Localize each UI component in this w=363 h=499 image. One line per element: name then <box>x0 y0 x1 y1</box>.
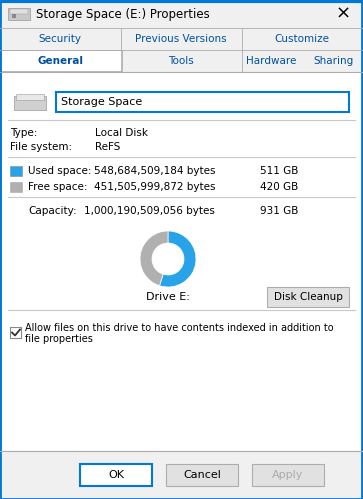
Text: Sharing: Sharing <box>313 56 353 66</box>
Bar <box>56 92 349 112</box>
Text: Customize: Customize <box>274 34 330 44</box>
Text: Security: Security <box>38 34 82 44</box>
Text: OK: OK <box>108 470 124 480</box>
Bar <box>14 96 46 110</box>
Bar <box>267 287 349 307</box>
Text: Capacity:: Capacity: <box>28 206 77 216</box>
Wedge shape <box>159 231 196 287</box>
Text: ×: × <box>335 4 351 22</box>
Bar <box>1 50 122 71</box>
Bar <box>16 94 44 100</box>
Bar <box>0 50 363 72</box>
Bar <box>1 72 362 451</box>
Bar <box>0 0 363 28</box>
Bar <box>0 451 363 499</box>
Bar <box>0 28 363 50</box>
Text: 1,000,190,509,056 bytes: 1,000,190,509,056 bytes <box>84 206 215 216</box>
Text: Allow files on this drive to have contents indexed in addition to: Allow files on this drive to have conten… <box>25 323 334 333</box>
Text: Used space:: Used space: <box>28 166 91 176</box>
Bar <box>10 9 28 14</box>
Bar <box>252 464 324 486</box>
Text: Type:: Type: <box>10 128 37 138</box>
Text: file properties: file properties <box>25 334 93 344</box>
Text: Tools: Tools <box>168 56 194 66</box>
Text: 451,505,999,872 bytes: 451,505,999,872 bytes <box>94 182 215 192</box>
Text: ReFS: ReFS <box>95 142 121 152</box>
Text: Cancel: Cancel <box>183 470 221 480</box>
Text: Free space:: Free space: <box>28 182 87 192</box>
Bar <box>8 8 30 20</box>
Text: Local Disk: Local Disk <box>95 128 148 138</box>
Bar <box>10 182 22 192</box>
Bar <box>12 14 16 18</box>
Text: Storage Space: Storage Space <box>61 97 142 107</box>
Text: Disk Cleanup: Disk Cleanup <box>274 292 342 302</box>
Text: Drive E:: Drive E: <box>146 292 190 302</box>
Text: 420 GB: 420 GB <box>260 182 298 192</box>
Wedge shape <box>140 231 168 286</box>
Text: File system:: File system: <box>10 142 72 152</box>
Bar <box>10 326 21 337</box>
Text: Hardware: Hardware <box>246 56 296 66</box>
Bar <box>10 166 22 176</box>
Text: General: General <box>38 56 84 66</box>
Text: 511 GB: 511 GB <box>260 166 298 176</box>
Bar <box>80 464 152 486</box>
Bar <box>166 464 238 486</box>
Text: Apply: Apply <box>272 470 304 480</box>
Text: 931 GB: 931 GB <box>260 206 298 216</box>
Text: Storage Space (E:) Properties: Storage Space (E:) Properties <box>36 7 210 20</box>
Text: Previous Versions: Previous Versions <box>135 34 227 44</box>
Text: 548,684,509,184 bytes: 548,684,509,184 bytes <box>94 166 215 176</box>
